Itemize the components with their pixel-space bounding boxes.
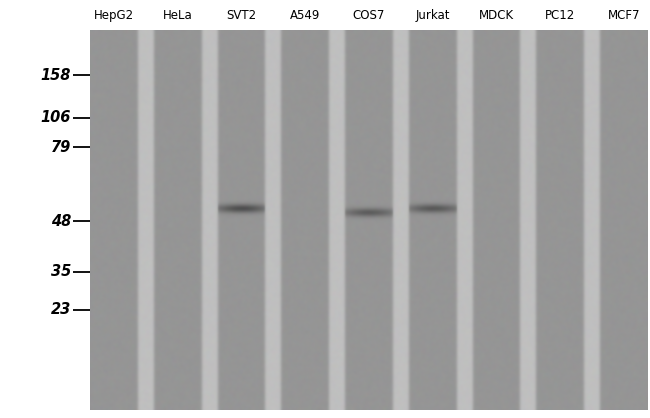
Text: 23: 23 (51, 303, 71, 318)
Text: HepG2: HepG2 (94, 9, 134, 22)
Text: HeLa: HeLa (163, 9, 193, 22)
Text: SVT2: SVT2 (226, 9, 257, 22)
Text: PC12: PC12 (545, 9, 575, 22)
Text: A549: A549 (290, 9, 320, 22)
Text: MCF7: MCF7 (608, 9, 640, 22)
Text: 79: 79 (51, 140, 71, 155)
Text: 48: 48 (51, 214, 71, 229)
Text: 35: 35 (51, 265, 71, 280)
Text: MDCK: MDCK (479, 9, 514, 22)
Text: Jurkat: Jurkat (416, 9, 450, 22)
Text: 106: 106 (40, 110, 71, 125)
Text: 158: 158 (40, 67, 71, 82)
Text: COS7: COS7 (353, 9, 385, 22)
